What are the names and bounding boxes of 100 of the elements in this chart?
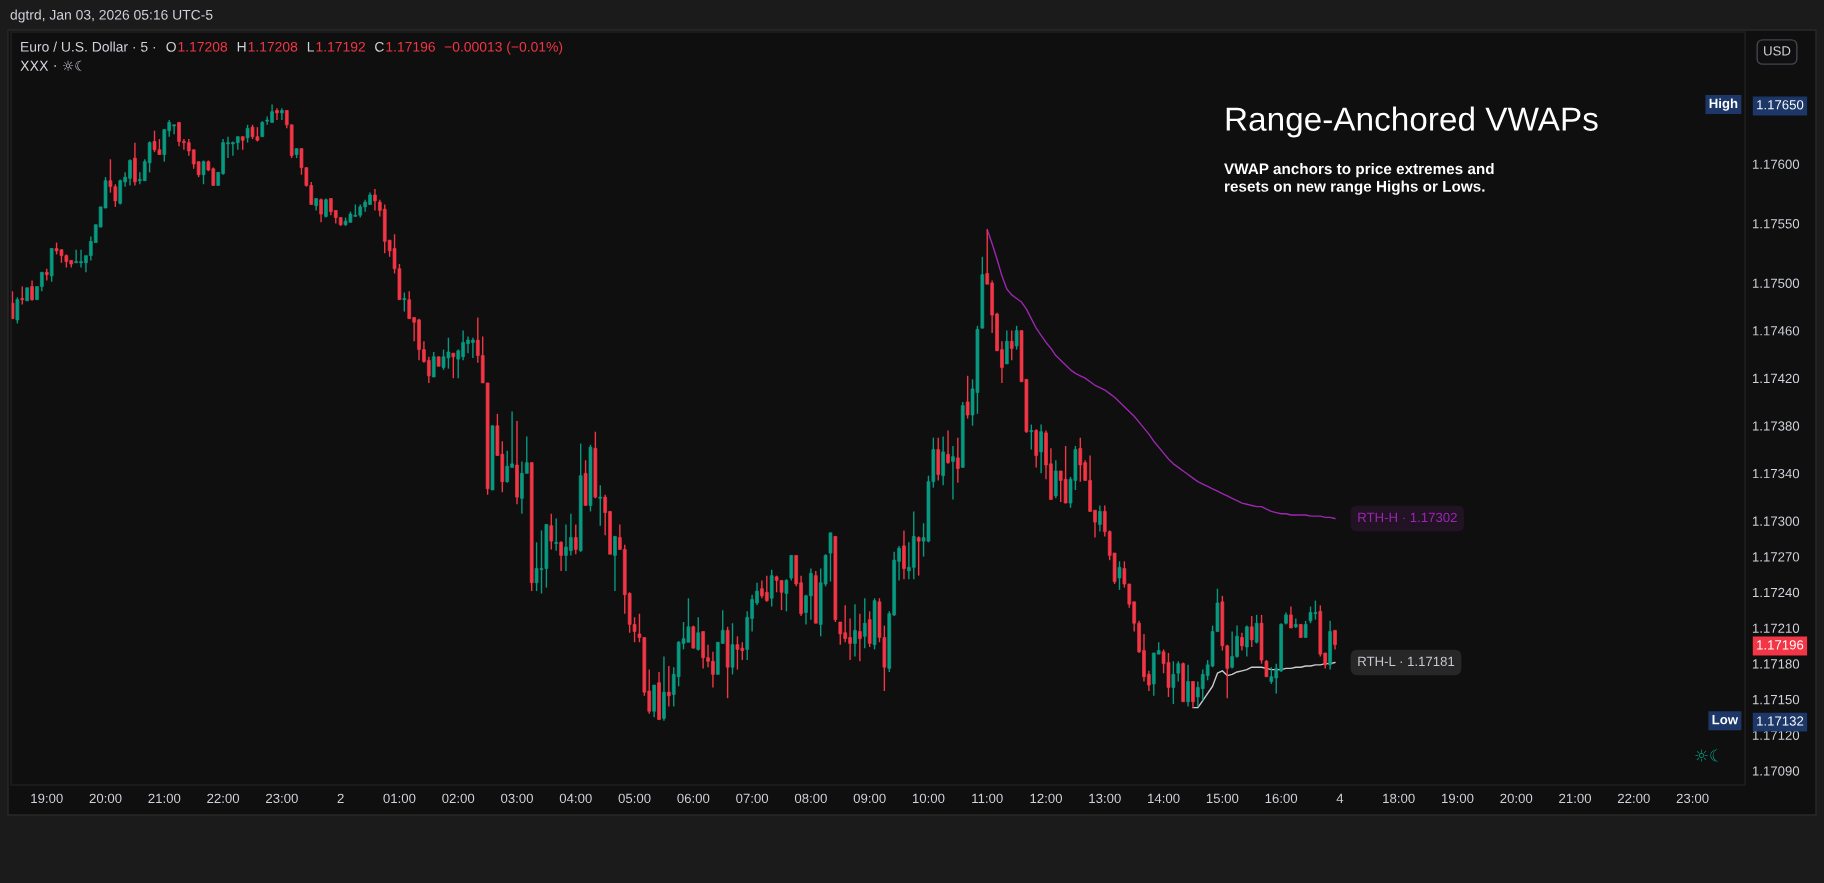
candlestick xyxy=(280,107,284,121)
candlestick xyxy=(30,279,34,302)
candlestick xyxy=(838,621,843,646)
text: VWAP anchors to price extremes and resets on new range Highs or Lows. xyxy=(1224,163,1494,195)
candlestick xyxy=(867,610,872,648)
x-tick-label: 10:00 xyxy=(912,793,945,804)
x-tick-label: 18:00 xyxy=(1383,793,1415,804)
text: dgtrd, Jan 03, 2026 05:16 UTC-5 xyxy=(10,9,213,23)
candlestick xyxy=(1191,680,1195,709)
candlestick xyxy=(1014,325,1019,351)
y-tick-label: 1.17600 xyxy=(1752,159,1800,169)
candlestick xyxy=(613,535,617,592)
x-tick-label: 15:00 xyxy=(1206,793,1239,804)
candlestick xyxy=(784,578,789,613)
y2-tick-label: 1.17650 xyxy=(1757,100,1804,110)
candlestick xyxy=(941,435,945,486)
candlestick xyxy=(667,665,671,708)
candlestick xyxy=(951,445,955,501)
annotation: 1.17208 xyxy=(248,41,298,52)
y-tick-label: 1.17090 xyxy=(1752,766,1800,776)
y-tick-label: 1.17460 xyxy=(1752,326,1800,336)
candlestick xyxy=(1029,423,1034,451)
candlestick xyxy=(275,107,279,121)
candlestick xyxy=(451,352,456,379)
text: RTH-H · 1.17302 xyxy=(1358,512,1457,523)
candlestick xyxy=(1289,605,1293,629)
candlestick xyxy=(1117,560,1122,591)
annotation: High xyxy=(1709,98,1738,111)
candlestick xyxy=(1245,624,1249,658)
candlestick xyxy=(1098,504,1102,533)
y-tick-label: 1.17270 xyxy=(1752,552,1800,562)
x-tick-label: 20:00 xyxy=(89,793,122,804)
y-tick-label: 1.17550 xyxy=(1752,219,1800,229)
candlestick xyxy=(965,375,970,420)
candlestick xyxy=(1333,629,1337,651)
x-tick-label: 09:00 xyxy=(853,793,886,804)
x-tick-label: 02:00 xyxy=(442,793,475,804)
x-tick-label: 12:00 xyxy=(1030,793,1063,804)
annotation: 1.17208 xyxy=(178,41,228,52)
x-tick-label: 2 xyxy=(337,793,344,803)
y2-tick-label: 1.17196 xyxy=(1757,640,1804,650)
x-tick-label: 06:00 xyxy=(677,793,710,804)
x-tick-label: 16:00 xyxy=(1265,793,1298,804)
x-tick-label: 08:00 xyxy=(794,793,827,804)
candlestick xyxy=(769,568,774,608)
x-tick-label: 21:00 xyxy=(148,793,181,804)
y-tick-label: 1.17340 xyxy=(1752,468,1800,479)
y2-tick-label: 1.17132 xyxy=(1757,716,1804,726)
y-tick-label: 1.17120 xyxy=(1752,730,1800,740)
x-tick-label: 23:00 xyxy=(266,793,298,804)
x-tick-label: 21:00 xyxy=(1559,793,1592,804)
candlestick xyxy=(505,450,510,484)
x-tick-label: 19:00 xyxy=(31,793,63,804)
candlestick xyxy=(902,529,906,580)
text: USD xyxy=(1764,46,1791,56)
candlestick xyxy=(1249,615,1254,648)
y-tick-label: 1.17500 xyxy=(1752,278,1800,288)
x-tick-label: 22:00 xyxy=(1617,793,1650,804)
x-tick-label: 20:00 xyxy=(1500,793,1533,804)
candlestick xyxy=(735,635,740,671)
x-tick-label: 04:00 xyxy=(559,793,592,804)
y-tick-label: 1.17240 xyxy=(1752,587,1800,598)
candlestick xyxy=(764,574,769,603)
candlestick xyxy=(946,429,950,465)
candlestick xyxy=(1294,617,1298,629)
x-tick-label: 23:00 xyxy=(1676,793,1709,804)
candlestick xyxy=(1254,614,1259,645)
x-tick-label: 11:00 xyxy=(972,793,1003,804)
y-tick-label: 1.17420 xyxy=(1752,373,1800,384)
x-tick-label: 4 xyxy=(1336,793,1344,803)
candlestick xyxy=(1186,664,1190,708)
candlestick xyxy=(858,613,862,662)
candlestick xyxy=(1063,445,1068,504)
candlestick xyxy=(407,290,412,320)
candlestick xyxy=(853,603,857,658)
annotation: −0.00013 (−0.01%) xyxy=(444,41,563,55)
candlestick xyxy=(956,436,960,484)
y-tick-label: 1.17380 xyxy=(1752,421,1800,431)
candlestick xyxy=(828,532,833,583)
candlestick xyxy=(598,484,603,527)
y-tick-label: 1.17180 xyxy=(1752,659,1800,669)
annotation: C xyxy=(375,41,384,52)
text: Range-Anchored VWAPs xyxy=(1226,106,1598,138)
candlestick xyxy=(402,291,407,313)
annotation: XXX · ☼☾ xyxy=(20,60,82,71)
x-tick-label: 05:00 xyxy=(618,793,651,804)
y-tick-label: 1.17300 xyxy=(1752,516,1800,526)
y-tick-label: 1.17210 xyxy=(1752,623,1800,633)
candlestick xyxy=(431,351,436,378)
x-tick-label: 01:00 xyxy=(383,793,416,804)
annotation: Euro / U.S. Dollar · 5 · xyxy=(21,41,155,52)
x-tick-label: 19:00 xyxy=(1441,793,1474,804)
candlestick xyxy=(11,290,15,320)
line-series xyxy=(986,228,1336,520)
annotation: 1.17196 xyxy=(386,41,435,52)
text: RTH-L · 1.17181 xyxy=(1358,656,1455,667)
candlestick xyxy=(1171,660,1176,705)
candlestick xyxy=(862,597,867,649)
candlestick xyxy=(15,296,20,325)
candlestick xyxy=(730,622,735,676)
